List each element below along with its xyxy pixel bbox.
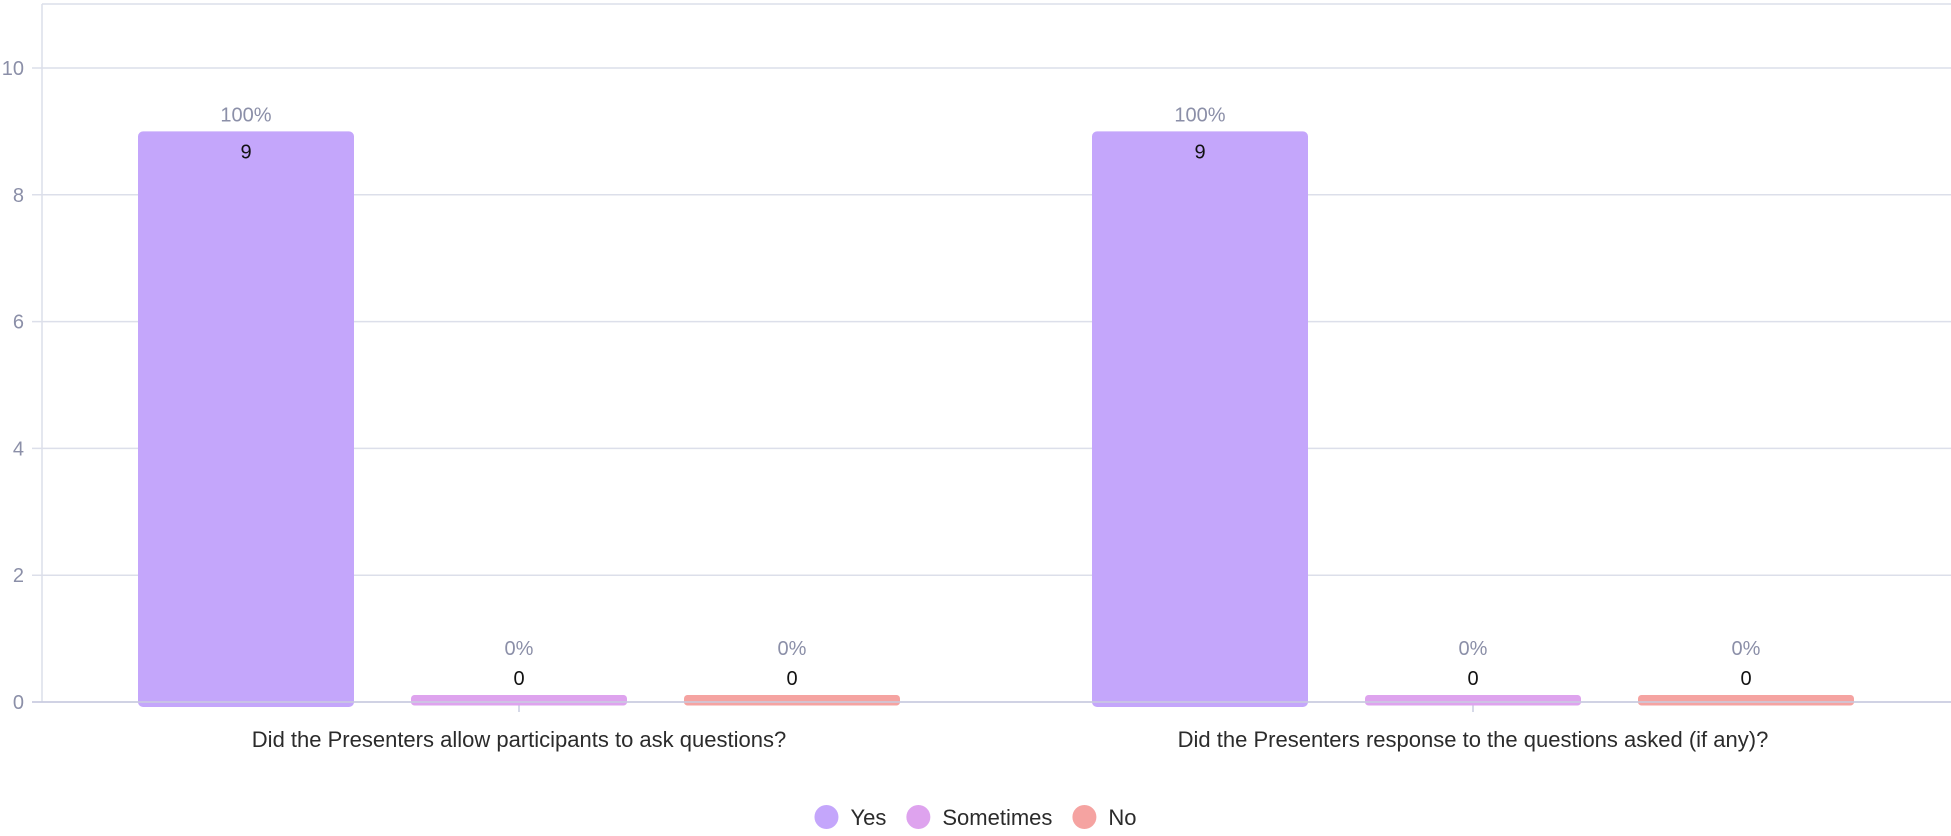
bar-base-sometimes-1 [411, 698, 627, 703]
x-category-label-1: Did the Presenters allow participants to… [252, 727, 786, 752]
legend-label-sometimes: Sometimes [942, 805, 1052, 830]
data-label-percent: 0% [1459, 638, 1488, 660]
data-label-percent: 0% [1732, 638, 1761, 660]
data-label-value: 9 [1194, 141, 1205, 163]
bar-base-sometimes-2 [1365, 698, 1581, 703]
bar-yes-2[interactable] [1092, 131, 1308, 707]
bar-yes-1[interactable] [138, 131, 354, 707]
y-tick-label-0: 0 [13, 692, 24, 714]
data-label-percent: 100% [1174, 104, 1225, 126]
bar-base-no-1 [684, 698, 900, 703]
bar-base-no-2 [1638, 698, 1854, 703]
data-label-value: 9 [240, 141, 251, 163]
y-tick-label-10: 10 [2, 58, 24, 80]
legend-label-yes: Yes [850, 805, 886, 830]
y-tick-label-8: 8 [13, 185, 24, 207]
data-label-percent: 100% [220, 104, 271, 126]
data-label-percent: 0% [505, 638, 534, 660]
y-tick-label-4: 4 [13, 438, 24, 460]
x-category-label-2: Did the Presenters response to the quest… [1178, 727, 1769, 752]
y-tick-label-2: 2 [13, 565, 24, 587]
y-tick-label-6: 6 [13, 312, 24, 334]
legend-swatch-sometimes[interactable] [906, 805, 931, 829]
bar-base-yes-2 [1092, 697, 1308, 703]
bar-base-yes-1 [138, 697, 354, 703]
data-label-percent: 0% [778, 638, 807, 660]
legend-swatch-yes[interactable] [814, 805, 839, 829]
data-label-value: 0 [1740, 668, 1751, 690]
data-label-value: 0 [786, 668, 797, 690]
legend-label-no: No [1108, 805, 1136, 830]
data-label-value: 0 [1467, 668, 1478, 690]
legend-swatch-no[interactable] [1072, 805, 1097, 829]
data-label-value: 0 [513, 668, 524, 690]
